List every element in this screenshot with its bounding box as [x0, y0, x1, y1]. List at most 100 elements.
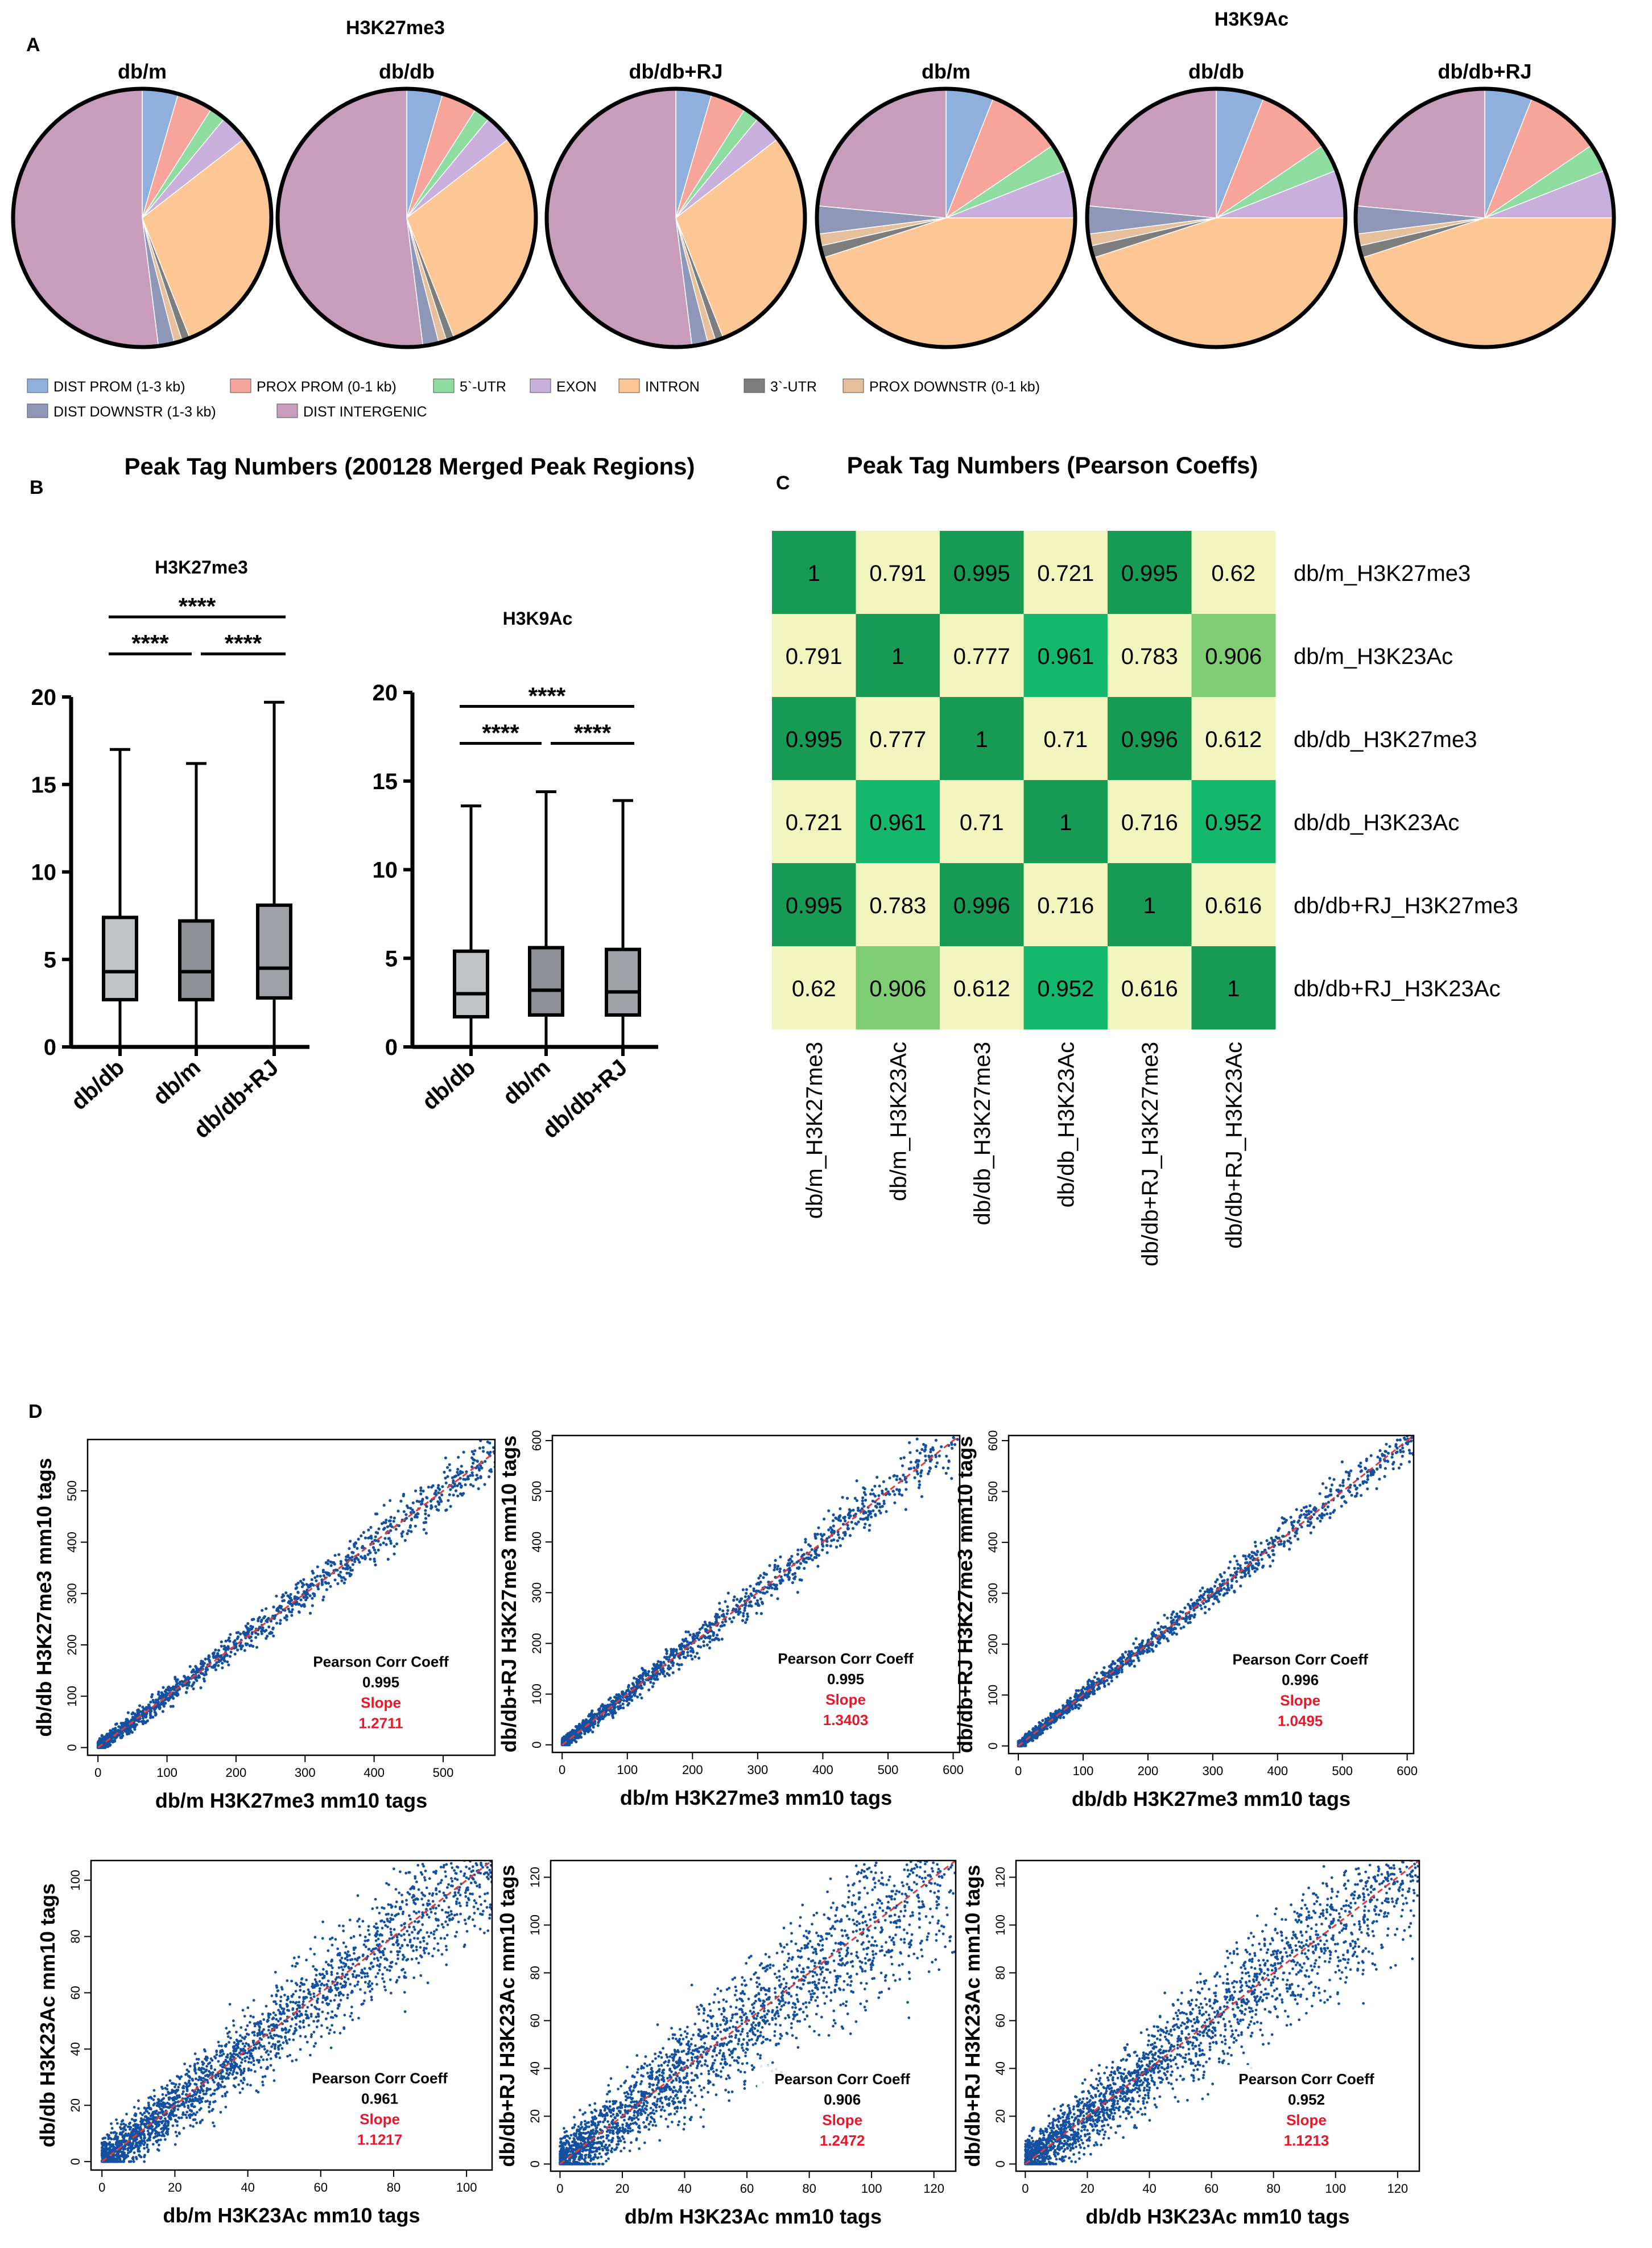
x-axis-label: db/m H3K27me3 mm10 tags	[620, 1786, 892, 1809]
x-tick-label: 0	[94, 1766, 101, 1780]
x-tick-label: 100	[456, 2180, 477, 2195]
heatmap-value: 0.716	[1037, 893, 1094, 918]
x-axis-label: db/m H3K27me3 mm10 tags	[155, 1789, 427, 1812]
box-section-title: Peak Tag Numbers (200128 Merged Peak Reg…	[125, 453, 695, 480]
pearson-value: 0.995	[827, 1670, 864, 1688]
x-tick-label: 500	[433, 1766, 454, 1780]
y-axis-label: db/db+RJ H3K27me3 mm10 tags	[953, 1436, 977, 1753]
heatmap-value: 0.716	[1121, 810, 1178, 835]
y-axis-label: db/db H3K23Ac mm10 tags	[36, 1883, 59, 2147]
y-tick-label: 80	[993, 1966, 1007, 1979]
y-tick-label: 100	[65, 1686, 79, 1707]
heatmap-value: 1	[976, 727, 988, 752]
heatmap-value: 0.62	[792, 976, 836, 1001]
x-tick-label: 400	[1267, 1764, 1288, 1778]
x-tick-label: 40	[1142, 2181, 1156, 2196]
x-tick-label: 200	[226, 1766, 247, 1780]
heatmap-row-label: db/db_H3K27me3	[1294, 727, 1477, 752]
x-axis-label: db/db H3K27me3 mm10 tags	[1072, 1787, 1350, 1810]
heatmap-value: 0.62	[1211, 561, 1255, 586]
slope-value: 1.3403	[823, 1711, 869, 1729]
slope-label: Slope	[825, 1691, 866, 1708]
x-tick-label: 60	[314, 2180, 328, 2195]
pie-group-title-h3k9ac: H3K9Ac	[1215, 9, 1288, 30]
heatmap-value: 1	[891, 644, 904, 669]
x-tick-label: 20	[1080, 2181, 1094, 2196]
heatmap-value: 0.721	[786, 810, 842, 835]
box-iqr	[455, 951, 488, 1017]
heatmap-col-label: db/db+RJ_H3K27me3	[1138, 1042, 1163, 1267]
pearson-value: 0.996	[1282, 1671, 1319, 1688]
slope-value: 1.2711	[358, 1715, 403, 1732]
heatmap-value: 0.616	[1205, 893, 1262, 918]
box-plot-title: H3K27me3	[155, 557, 248, 578]
y-tick-label: 40	[68, 2042, 82, 2056]
heatmap-section-title: Peak Tag Numbers (Pearson Coeffs)	[847, 452, 1258, 479]
pearson-label: Pearson Corr Coeff	[312, 2070, 448, 2087]
significance-label: ****	[528, 682, 566, 709]
y-axis-label: db/db+RJ H3K23Ac mm10 tags	[961, 1865, 984, 2167]
y-tick-label: 300	[986, 1583, 1000, 1604]
y-tick-label: 40	[993, 2061, 1007, 2075]
box-iqr	[606, 950, 639, 1015]
legend-swatch	[277, 404, 298, 418]
pie-title: db/m	[922, 60, 970, 83]
x-tick-label: 300	[295, 1766, 316, 1780]
x-tick-label: db/db+RJ	[538, 1055, 632, 1143]
pie-title: db/db+RJ	[629, 60, 722, 83]
significance-label: ****	[574, 719, 612, 746]
legend-item: 5`-UTR	[433, 379, 506, 395]
x-tick-label: 100	[1073, 1764, 1094, 1778]
box-iqr	[180, 921, 213, 1000]
x-tick-label: db/db+RJ	[189, 1055, 283, 1143]
scatter-plot-3: 0 100 200 300 400 500 6000100200300400500600db…	[953, 1406, 1446, 1810]
heatmap-value: 1	[1143, 893, 1156, 918]
correlation-heatmap: 1 0.791 0.995 0.721 0.995 0.620.791 1 0.777 0.96…	[772, 531, 1518, 1267]
x-tick-label: 120	[923, 2181, 944, 2196]
slope-label: Slope	[1280, 1692, 1320, 1709]
heatmap-value: 0.777	[953, 644, 1010, 669]
y-tick-label: 20	[31, 685, 57, 710]
heatmap-value: 0.995	[953, 561, 1010, 586]
legend-swatch	[843, 379, 864, 393]
y-tick-label: 400	[530, 1532, 544, 1553]
heatmap-col-label: db/db+RJ_H3K23Ac	[1221, 1042, 1246, 1249]
y-tick-label: 400	[65, 1532, 79, 1553]
x-axis-label: db/m H3K23Ac mm10 tags	[625, 2205, 882, 2228]
x-tick-label: 80	[1266, 2181, 1280, 2196]
x-tick-label: 0	[559, 1763, 565, 1777]
y-tick-label: 500	[986, 1481, 1000, 1502]
y-axis-label: db/db H3K27me3 mm10 tags	[32, 1458, 56, 1736]
pie-2: db/db	[278, 60, 536, 347]
heatmap-value: 0.777	[869, 727, 926, 752]
heatmap-value: 1	[1059, 810, 1072, 835]
pearson-value: 0.952	[1288, 2091, 1325, 2108]
y-tick-label: 0	[65, 1744, 79, 1751]
legend-label: EXON	[556, 379, 597, 395]
y-tick-label: 20	[993, 2109, 1007, 2123]
legend-item: INTRON	[619, 379, 700, 395]
heatmap-row-label: db/db+RJ_H3K27me3	[1294, 893, 1518, 918]
legend-swatch	[619, 379, 639, 393]
slope-label: Slope	[360, 2111, 400, 2128]
slope-value: 1.1217	[357, 2131, 403, 2148]
pearson-value: 0.906	[824, 2091, 861, 2108]
pie-title: db/db+RJ	[1438, 60, 1531, 83]
legend-label: INTRON	[645, 379, 700, 395]
y-tick-label: 600	[530, 1430, 544, 1451]
y-tick-label: 200	[65, 1635, 79, 1656]
y-tick-label: 15	[373, 769, 398, 794]
y-tick-label: 20	[373, 680, 398, 706]
heatmap-row-label: db/m_H3K23Ac	[1294, 644, 1453, 669]
heatmap-value: 0.71	[1043, 727, 1088, 752]
legend-item: PROX DOWNSTR (0-1 kb)	[843, 379, 1040, 395]
pie-legend: DIST PROM (1-3 kb) PROX PROM (0-1 kb) 5`-U…	[27, 379, 1040, 420]
heatmap-value: 0.961	[869, 810, 926, 835]
y-tick-label: 0	[528, 2160, 542, 2167]
